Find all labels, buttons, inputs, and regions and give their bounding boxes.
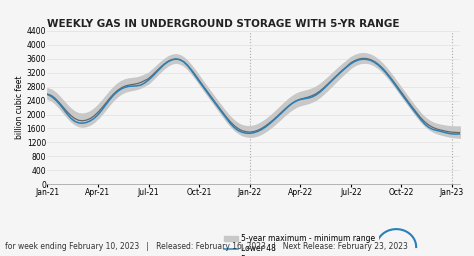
Lower 48 bbox=[45, 93, 50, 96]
Y-axis label: billion cubic feet: billion cubic feet bbox=[15, 76, 24, 139]
Text: for week ending February 10, 2023   |   Released: February 16, 2023   |   Next R: for week ending February 10, 2023 | Rele… bbox=[5, 242, 408, 251]
5-year average bbox=[434, 127, 439, 130]
Lower 48 bbox=[457, 132, 463, 135]
5-year average bbox=[414, 112, 420, 115]
Lower 48 bbox=[360, 58, 365, 61]
Lower 48 bbox=[453, 133, 459, 136]
5-year average bbox=[379, 66, 385, 69]
Text: WEEKLY GAS IN UNDERGROUND STORAGE WITH 5-YR RANGE: WEEKLY GAS IN UNDERGROUND STORAGE WITH 5… bbox=[47, 18, 400, 29]
Line: Lower 48: Lower 48 bbox=[47, 59, 460, 134]
Legend: 5-year maximum - minimum range, Lower 48, 5-year average: 5-year maximum - minimum range, Lower 48… bbox=[224, 234, 375, 256]
Line: 5-year average: 5-year average bbox=[47, 58, 460, 133]
5-year average bbox=[337, 72, 342, 75]
5-year average bbox=[356, 58, 362, 61]
Lower 48 bbox=[434, 129, 439, 132]
5-year average bbox=[169, 58, 175, 61]
Lower 48 bbox=[340, 69, 346, 72]
Lower 48 bbox=[414, 113, 420, 116]
Lower 48 bbox=[173, 58, 179, 61]
5-year average bbox=[457, 131, 463, 134]
5-year average bbox=[360, 57, 365, 60]
5-year average bbox=[45, 92, 50, 95]
Lower 48 bbox=[379, 67, 385, 70]
Lower 48 bbox=[169, 58, 175, 61]
